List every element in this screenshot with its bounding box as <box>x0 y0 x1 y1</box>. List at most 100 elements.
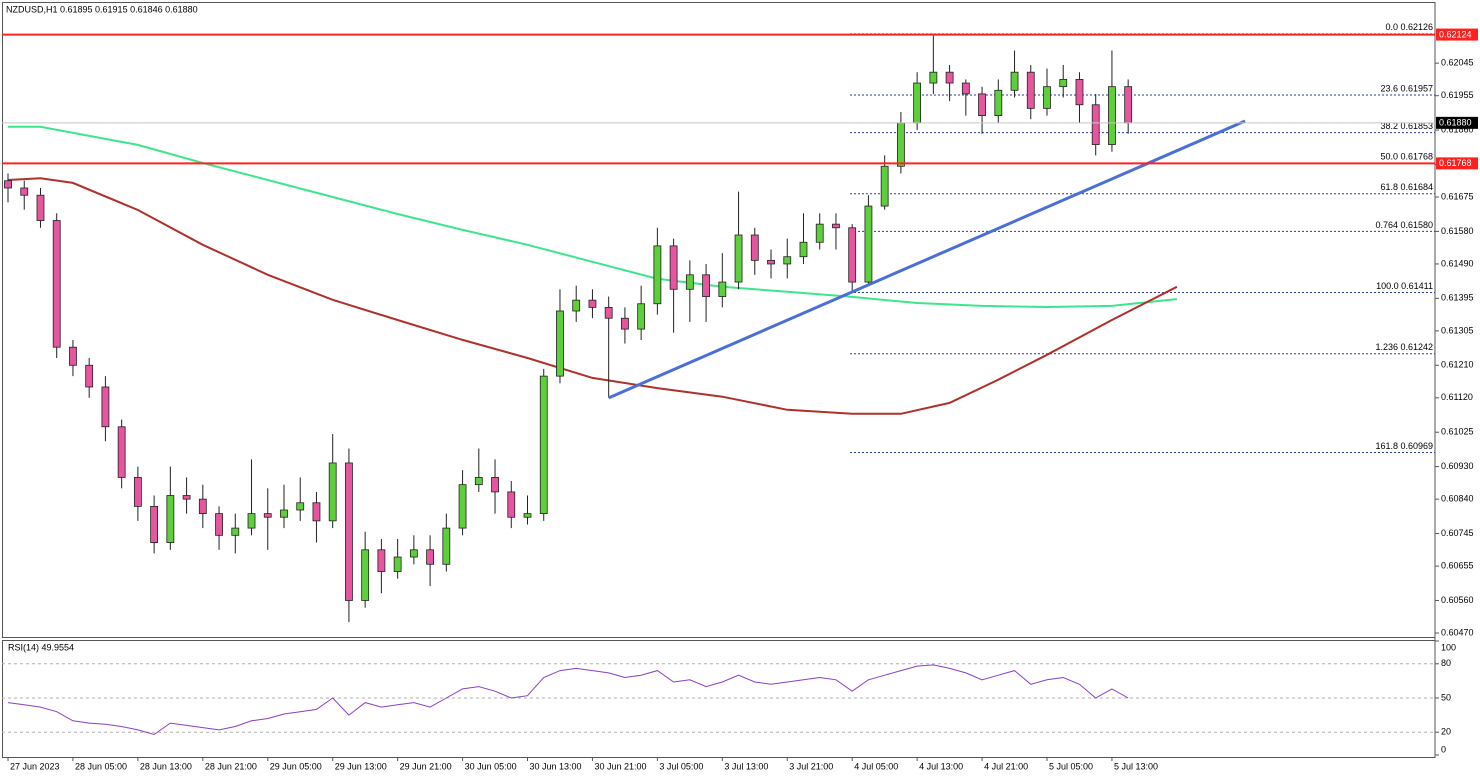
y-tick-label: 0 <box>1441 744 1446 754</box>
candle-body <box>588 299 597 308</box>
y-tick-label: 0.60560 <box>1441 595 1474 605</box>
y-tick-label: 0.61395 <box>1441 293 1474 303</box>
price-label: 0.61768 <box>1439 158 1472 168</box>
candle-body <box>896 122 905 167</box>
y-tick-label: 0.60470 <box>1441 627 1474 637</box>
fib-level-label: 0.764 0.61580 <box>1375 220 1433 230</box>
candle-body <box>848 227 857 283</box>
candle-body <box>572 299 581 312</box>
y-tick-label: 0.61305 <box>1441 325 1474 335</box>
candle-body <box>1026 71 1035 109</box>
candle-body <box>296 502 305 511</box>
x-tick-label: 28 Jun 05:00 <box>75 761 127 771</box>
candle-body <box>767 259 775 265</box>
y-tick-label: 0.61025 <box>1441 427 1474 437</box>
candle-body <box>280 509 288 518</box>
candle-body <box>474 477 483 486</box>
y-tick-label: 50 <box>1441 692 1451 702</box>
y-tick-label: 0.60655 <box>1441 560 1474 570</box>
x-tick-label: 29 Jun 13:00 <box>335 761 387 771</box>
x-tick-label: 29 Jun 05:00 <box>270 761 322 771</box>
candle-body <box>1075 79 1084 106</box>
y-tick-label: 0.61490 <box>1441 258 1474 268</box>
candle-body <box>815 223 824 243</box>
candle-body <box>929 71 938 84</box>
candle-body <box>1108 86 1116 145</box>
y-tick-label: 0.61120 <box>1441 392 1473 402</box>
y-tick-label: 0.62045 <box>1441 58 1474 68</box>
candle-body <box>750 234 759 261</box>
candle-body <box>523 513 532 518</box>
x-tick-label: 3 Jul 21:00 <box>789 761 833 771</box>
price-label-box <box>1436 116 1478 129</box>
y-tick-label: 0.60745 <box>1441 528 1474 538</box>
fib-level-label: 61.8 0.61684 <box>1380 182 1433 192</box>
candle-body <box>345 462 353 601</box>
candle-body <box>361 549 370 601</box>
candle-body <box>182 495 191 500</box>
candle-body <box>328 462 337 522</box>
candle-body <box>978 93 986 117</box>
candle-body <box>913 82 922 124</box>
candle-body <box>69 346 77 366</box>
candle-body <box>4 180 12 189</box>
y-tick-label: 0.61860 <box>1441 124 1474 134</box>
y-tick-label: 100 <box>1441 642 1456 652</box>
fib-level-label: 0.0 0.62126 <box>1385 22 1433 32</box>
candle-body <box>1059 79 1068 88</box>
x-tick-label: 5 Jul 13:00 <box>1114 761 1158 771</box>
candle-body <box>215 513 223 536</box>
x-tick-label: 28 Jun 13:00 <box>140 761 192 771</box>
x-tick-label: 3 Jul 05:00 <box>659 761 703 771</box>
candle-body <box>458 484 467 529</box>
candle-body <box>864 205 873 283</box>
candle-body <box>312 502 321 522</box>
candle-body <box>945 71 954 84</box>
candle-body <box>702 274 710 297</box>
candle-body <box>377 549 386 572</box>
candle-body <box>393 556 402 572</box>
candle-body <box>1124 86 1133 124</box>
x-tick-label: 30 Jun 13:00 <box>530 761 582 771</box>
fib-level-label: 100.0 0.61411 <box>1376 281 1433 291</box>
candle-body <box>1010 71 1019 91</box>
candle-body <box>880 165 889 207</box>
candle-body <box>799 241 808 258</box>
candle-body <box>718 281 727 297</box>
fib-level-label: 38.2 0.61853 <box>1380 121 1433 131</box>
rsi-pane: 100 80 50 20 0 <box>2 640 1456 756</box>
fib-level-label: 161.8 0.60969 <box>1375 441 1433 451</box>
candle-body <box>734 234 743 283</box>
candle-body <box>198 498 207 515</box>
candle-body <box>1091 104 1100 145</box>
candle-body <box>491 477 499 493</box>
candle-body <box>442 527 451 565</box>
x-tick-label: 29 Jun 21:00 <box>400 761 452 771</box>
candle-body <box>783 256 792 265</box>
candle-body <box>669 245 678 290</box>
x-tick-label: 4 Jul 13:00 <box>919 761 963 771</box>
candle-body <box>133 477 142 507</box>
candle-body <box>101 386 110 428</box>
fib-level-label: 1.236 0.61242 <box>1375 342 1433 352</box>
candle-body <box>409 549 418 558</box>
chart-title: NZDUSD,H1 0.61895 0.61915 0.61846 0.6188… <box>6 4 198 14</box>
candle-body <box>117 426 126 478</box>
moving-average-line <box>7 177 1178 415</box>
candle-body <box>961 82 970 95</box>
candle-body <box>85 364 94 388</box>
candle-body <box>247 513 256 529</box>
candle-body <box>604 306 613 319</box>
y-tick-label: 0.61580 <box>1441 226 1474 236</box>
x-tick-label: 4 Jul 05:00 <box>854 761 898 771</box>
candle-body <box>231 527 240 536</box>
price-label: 0.61880 <box>1439 118 1472 128</box>
y-tick-label: 0.60930 <box>1441 461 1474 471</box>
y-tick-label: 80 <box>1441 658 1451 668</box>
rsi-title: RSI(14) 49.9554 <box>8 642 74 652</box>
fib-level-label: 23.6 0.61957 <box>1380 83 1433 93</box>
y-tick-label: 20 <box>1441 727 1451 737</box>
candle-body <box>621 317 629 330</box>
x-tick-label: 5 Jul 05:00 <box>1049 761 1093 771</box>
